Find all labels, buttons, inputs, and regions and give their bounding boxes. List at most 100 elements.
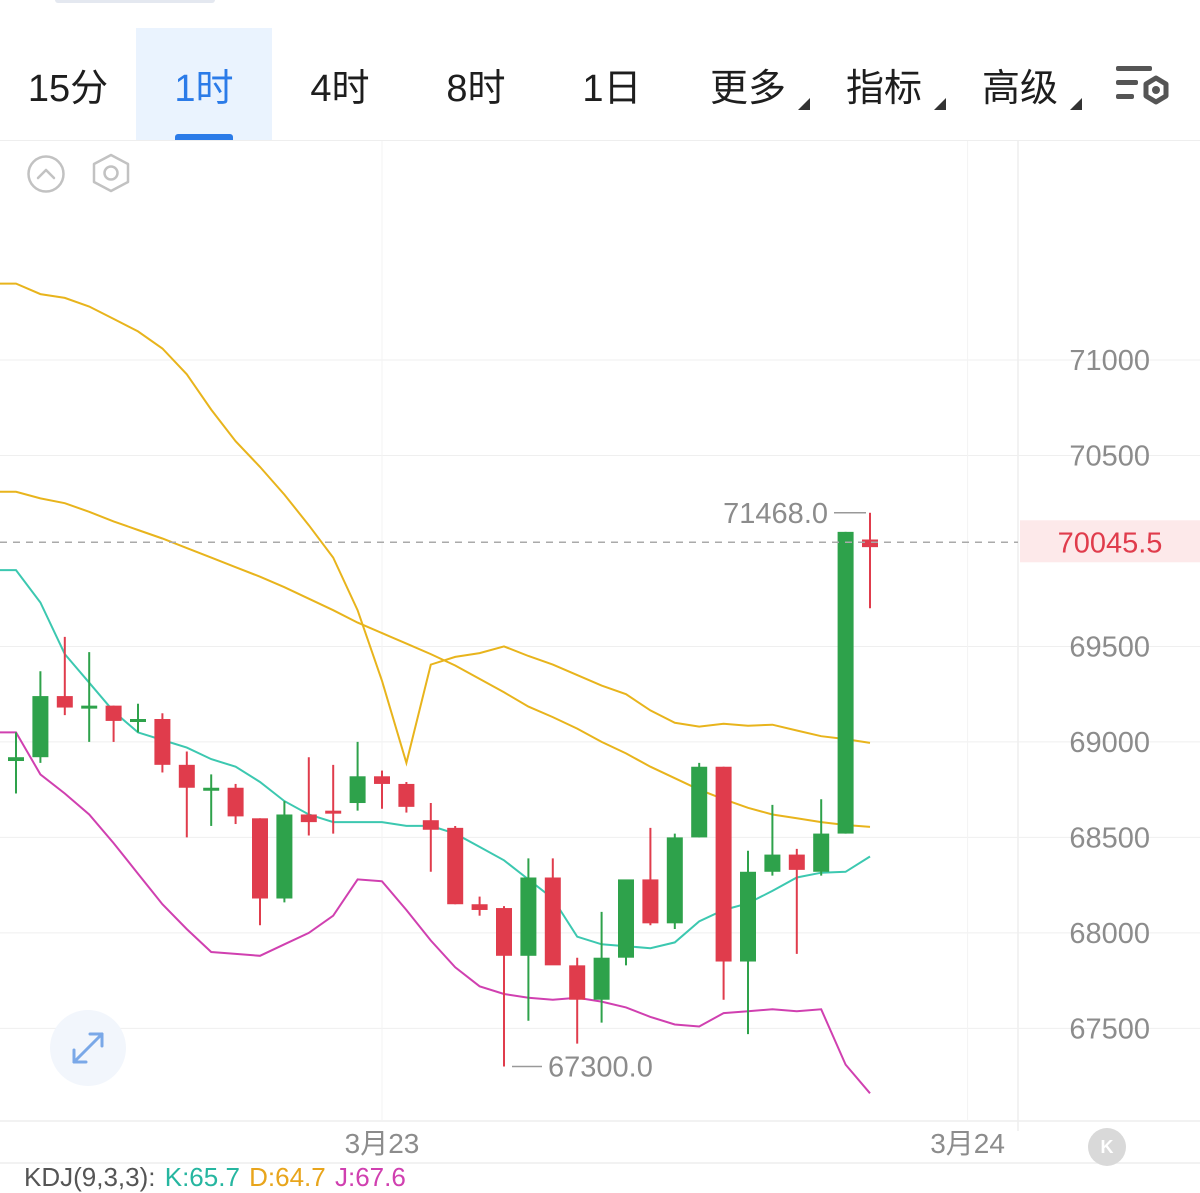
candle (252, 818, 268, 926)
candle (642, 827, 659, 926)
tab-label: 8时 (446, 67, 506, 110)
candle-body (349, 776, 366, 804)
candle-body (252, 818, 268, 899)
candle-body (154, 719, 171, 765)
candle-body (32, 696, 49, 758)
current-price-label-bg (1020, 520, 1200, 563)
candle-body (740, 871, 756, 962)
chart-settings-icon[interactable] (1112, 60, 1174, 112)
candle (325, 764, 342, 834)
y-axis: 71000 70500 69500 69000 68500 68000 67500 (1069, 345, 1150, 1045)
price-chart[interactable]: 70045.5 71468.0 67300.0 71000 70500 69500 690… (0, 141, 1200, 1182)
candle (300, 757, 317, 836)
candle (691, 762, 708, 838)
y-tick-label: 69500 (1069, 631, 1150, 663)
tab-advanced[interactable]: 高级 (952, 28, 1088, 140)
k-letter: K (1100, 1136, 1114, 1157)
candle-body (203, 787, 220, 791)
tab-label: 15分 (27, 67, 109, 110)
candle (862, 512, 878, 609)
tab-15min[interactable]: 15分 (0, 28, 136, 140)
candle (130, 703, 146, 733)
candle-body (81, 705, 98, 709)
candle (764, 804, 781, 876)
candle-body (471, 904, 488, 910)
tab-label: 更多 (709, 67, 786, 110)
tab-label: 1时 (174, 67, 234, 110)
candle-body (374, 776, 390, 784)
indicator-settings-button[interactable] (90, 152, 132, 199)
expand-chart-button[interactable] (50, 1010, 126, 1086)
tab-1d[interactable]: 1日 (544, 28, 680, 140)
tab-4h[interactable]: 4时 (272, 28, 408, 140)
candlesticks (8, 512, 878, 1067)
tab-label: 4时 (310, 67, 370, 110)
candle-body (325, 810, 342, 814)
candle (520, 858, 537, 1021)
candle (349, 741, 366, 811)
candle-body (105, 705, 122, 721)
candle-body (691, 766, 708, 838)
kdj-indicator-legend: KDJ(9,3,3): K:65.7 D:64.7 J:67.6 (24, 1162, 408, 1193)
candle (813, 799, 830, 876)
candle-body (520, 877, 537, 956)
candle-body (422, 820, 439, 830)
kdj-name: KDJ(9,3,3): (24, 1162, 156, 1192)
candle (593, 911, 610, 1023)
candle-body (276, 814, 293, 899)
candle-body (837, 531, 854, 834)
candle (203, 774, 220, 826)
candle (471, 896, 488, 916)
candle-body (300, 814, 317, 823)
collapse-chart-button[interactable] (26, 154, 66, 199)
candle-body (642, 879, 659, 924)
candle (544, 858, 561, 966)
dropdown-triangle-icon (798, 98, 810, 110)
candle (154, 713, 171, 773)
candle-body (593, 957, 610, 1000)
candle-body (618, 879, 634, 958)
tab-more[interactable]: 更多 (680, 28, 816, 140)
tab-indicators[interactable]: 指标 (816, 28, 952, 140)
candle-body (8, 757, 24, 762)
top-edge-stub (55, 0, 215, 3)
y-tick-label: 67500 (1069, 1013, 1150, 1045)
candle-body (544, 877, 561, 966)
kdj-k-value: K:65.7 (164, 1162, 240, 1192)
indicator-lines (0, 282, 871, 1094)
hexagon-settings-icon (92, 153, 130, 193)
candle-body (496, 908, 512, 956)
candle (227, 783, 244, 825)
candle-body (398, 783, 415, 807)
candle-body (764, 854, 781, 872)
kdj-j-value: J:67.6 (334, 1162, 406, 1192)
chart-settings-icon-svg (1116, 66, 1169, 105)
candle-body (715, 766, 732, 962)
candle-body (569, 965, 586, 1000)
active-tab-indicator (175, 134, 233, 140)
y-tick-label: 71000 (1069, 345, 1150, 377)
candle-body (178, 764, 195, 788)
candle-body (862, 539, 878, 548)
indicator-line-2 (0, 569, 871, 950)
tab-1h[interactable]: 1时 (136, 28, 272, 140)
y-tick-label: 68000 (1069, 918, 1150, 950)
y-tick-label: 68500 (1069, 822, 1150, 854)
chevron-up-circle-icon (27, 155, 65, 193)
y-tick-label: 69000 (1069, 727, 1150, 759)
y-tick-label: 70500 (1069, 440, 1150, 472)
candle (32, 671, 49, 763)
candle (105, 705, 122, 742)
candle (374, 770, 390, 809)
candle (178, 751, 195, 838)
candle (8, 732, 24, 794)
candle (496, 906, 512, 1067)
low-price-label: 67300.0 (548, 1052, 653, 1084)
candle (447, 825, 464, 905)
x-axis: 3月23 3月24 (345, 1128, 1005, 1159)
tab-8h[interactable]: 8时 (408, 28, 544, 140)
indicator-line-0 (0, 282, 871, 767)
dropdown-triangle-icon (934, 98, 946, 110)
candle-body (447, 827, 464, 905)
jump-latest-button[interactable]: K (1088, 1128, 1126, 1166)
